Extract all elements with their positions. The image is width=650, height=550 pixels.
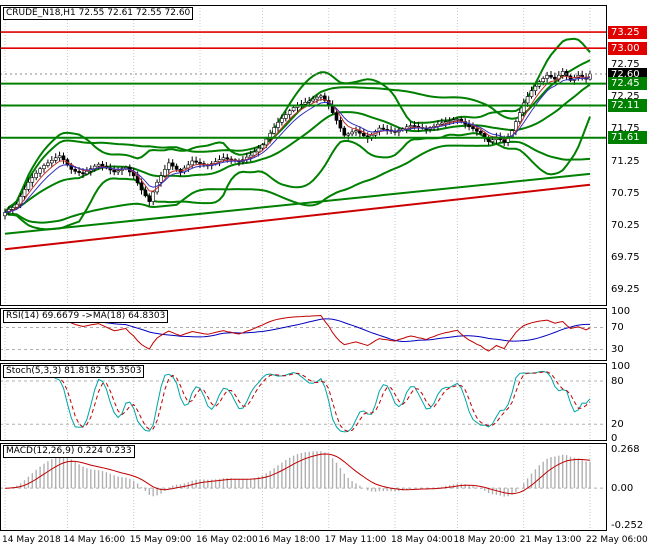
macd-canvas[interactable] [0,443,608,531]
x-axis-tick-label: 18 May 04:00 [391,535,453,545]
stoch-scale-label: 80 [611,375,624,387]
x-axis-tick-label: 22 May 06:00 [586,535,648,545]
rsi-label: RSI(14) 69.6679 ->MA(18) 64.8303 [3,310,169,323]
price-axis-label: 72.75 [611,58,640,70]
rsi-scale-label: 100 [611,305,631,317]
macd-scale-label: 0.00 [611,482,634,494]
price-axis[interactable]: 73.25 73.00 72.75 72.60 72.45 72.25 72.11 71.75… [608,0,650,550]
x-axis-tick-label: 16 May 18:00 [258,535,321,545]
main-chart-panel[interactable]: CRUDE_N18,H1 72.55 72.61 72.55 72.60 [0,5,650,306]
x-axis-tick-label: 17 May 11:00 [324,535,387,545]
x-axis-tick-label: 14 May 16:00 [63,535,126,545]
rsi-canvas[interactable] [0,308,608,361]
macd-scale-label: 0.268 [611,443,640,455]
rsi-scale-label: 70 [611,322,624,333]
rsi-panel[interactable]: RSI(14) 69.6679 ->MA(18) 64.8303 [0,308,650,361]
time-axis[interactable]: 14 May 2018 14 May 16:00 15 May 09:00 16 Ma… [0,531,650,550]
price-axis-label: 72.25 [611,91,640,102]
price-axis-label: 69.25 [611,284,640,296]
price-axis-label: 70.75 [611,187,640,199]
macd-scale-label: -0.252 [611,519,644,531]
stoch-scale-label: 0 [611,433,618,445]
macd-panel[interactable]: MACD(12,26,9) 0.224 0.233 [0,443,650,531]
price-level-badge: 71.61 [608,131,647,145]
main-chart-canvas[interactable] [0,5,608,306]
symbol-ohlc-label: CRUDE_N18,H1 72.55 72.61 72.55 72.60 [3,7,194,20]
price-axis-label: 71.75 [611,123,640,135]
price-level-badge: 73.00 [608,41,647,55]
x-axis-tick-label: 16 May 02:00 [196,535,258,545]
x-axis-tick-label: 21 May 13:00 [519,535,582,545]
price-level-badge: 72.11 [608,99,647,112]
stochastic-panel[interactable]: Stoch(5,3,3) 81.8182 55.3503 [0,363,650,441]
x-axis-tick-label: 18 May 20:00 [453,535,516,545]
x-axis-tick-label: 14 May 2018 [2,535,61,545]
price-level-badge: 72.45 [608,77,647,91]
price-axis-label: 70.25 [611,219,640,231]
stochastic-label: Stoch(5,3,3) 81.8182 55.3503 [3,365,145,378]
x-axis-tick-label: 15 May 09:00 [129,535,192,545]
macd-label: MACD(12,26,9) 0.224 0.233 [3,445,135,458]
rsi-scale-label: 30 [611,344,624,355]
stochastic-canvas[interactable] [0,363,608,441]
price-level-badge: 73.25 [608,25,647,39]
stoch-scale-label: 100 [611,361,631,373]
price-axis-label: 69.75 [611,252,640,264]
stoch-scale-label: 20 [611,418,624,430]
price-axis-label: 71.25 [611,155,640,167]
